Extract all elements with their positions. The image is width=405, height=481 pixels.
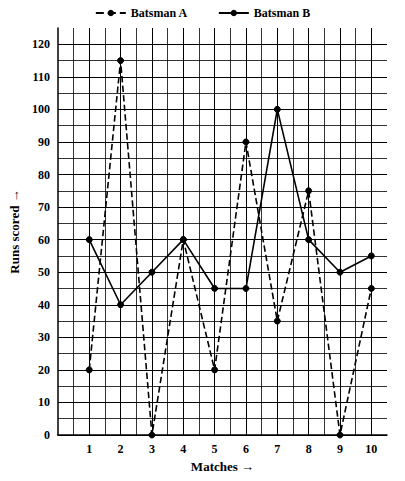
svg-text:30: 30: [38, 330, 50, 344]
svg-text:Matches →: Matches →: [191, 459, 254, 474]
svg-text:6: 6: [243, 442, 249, 456]
svg-text:3: 3: [149, 442, 155, 456]
svg-text:5: 5: [212, 442, 218, 456]
svg-text:90: 90: [38, 135, 50, 149]
svg-text:10: 10: [38, 395, 50, 409]
svg-text:7: 7: [274, 442, 280, 456]
svg-text:70: 70: [38, 200, 50, 214]
svg-text:Runs scored →: Runs scored →: [7, 189, 22, 273]
svg-text:110: 110: [33, 70, 50, 84]
svg-text:10: 10: [365, 442, 377, 456]
svg-text:Batsman A: Batsman A: [131, 6, 188, 20]
svg-text:80: 80: [38, 168, 50, 182]
svg-text:50: 50: [38, 265, 50, 279]
svg-text:4: 4: [180, 442, 186, 456]
svg-text:120: 120: [32, 37, 50, 51]
svg-text:40: 40: [38, 298, 50, 312]
svg-text:Batsman B: Batsman B: [254, 6, 310, 20]
svg-text:0: 0: [44, 428, 50, 442]
svg-text:100: 100: [32, 102, 50, 116]
svg-text:9: 9: [337, 442, 343, 456]
svg-text:2: 2: [118, 442, 124, 456]
svg-text:1: 1: [86, 442, 92, 456]
svg-text:8: 8: [306, 442, 312, 456]
svg-text:20: 20: [38, 363, 50, 377]
svg-text:60: 60: [38, 233, 50, 247]
